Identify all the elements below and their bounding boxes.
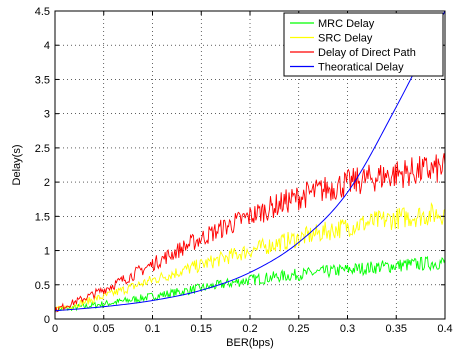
y-tick-label: 4 <box>44 40 50 52</box>
x-tick-label: 0.1 <box>145 323 160 335</box>
x-axis-label: BER(bps) <box>226 337 274 349</box>
axes: 0 0.05 0.1 0.15 0.2 0.25 0.3 0.35 0.4 0 0.5 1 1.5 2 2.… <box>35 6 453 335</box>
legend-label: Theoratical Delay <box>318 62 404 74</box>
series-line-2 <box>54 201 446 311</box>
y-tick-label: 1.5 <box>35 211 50 223</box>
series-line-1 <box>54 255 446 314</box>
y-tick-label: 3 <box>44 109 50 121</box>
legend-label: SRC Delay <box>318 33 373 45</box>
x-tick-label: 0.4 <box>437 323 452 335</box>
y-tick-label: 2.5 <box>35 143 50 155</box>
y-tick-label: 2 <box>44 177 50 189</box>
legend-label: Delay of Direct Path <box>318 47 416 59</box>
y-tick-label: 3.5 <box>35 74 50 86</box>
y-tick-label: 0.5 <box>35 280 50 292</box>
y-tick-label: 1 <box>44 246 50 258</box>
series-line-4 <box>54 10 446 312</box>
legend: MRC Delay SRC Delay Delay of Direct Path Th… <box>283 12 444 77</box>
y-tick-label: 4.5 <box>35 6 50 18</box>
y-tick-label: 0 <box>44 314 50 326</box>
x-tick-label: 0 <box>52 323 58 335</box>
x-tick-label: 0.35 <box>386 323 407 335</box>
legend-label: MRC Delay <box>318 18 375 30</box>
y-axis-label: Delay(s) <box>11 145 23 186</box>
x-tick-label: 0.25 <box>288 323 309 335</box>
series-line-3 <box>54 153 446 313</box>
x-tick-label: 0.15 <box>191 323 212 335</box>
x-tick-label: 0.3 <box>340 323 355 335</box>
x-tick-label: 0.05 <box>93 323 114 335</box>
x-tick-label: 0.2 <box>242 323 257 335</box>
series-lines <box>54 10 446 314</box>
